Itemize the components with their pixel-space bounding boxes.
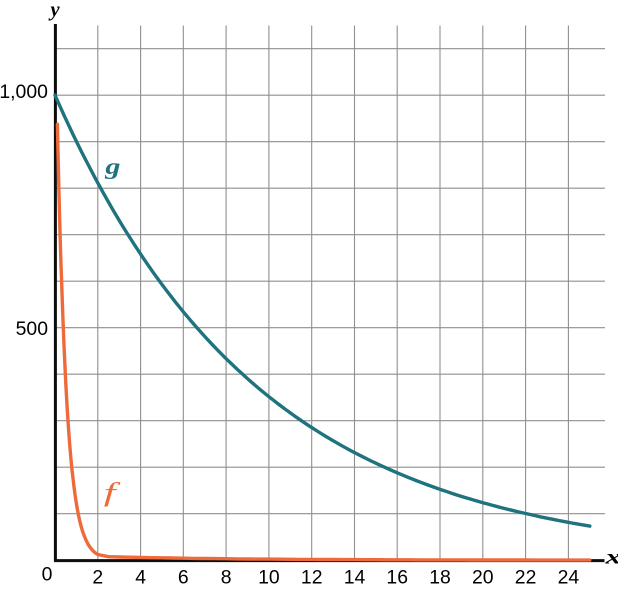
svg-text:12: 12 xyxy=(301,567,323,589)
svg-text:1,000: 1,000 xyxy=(0,81,48,103)
svg-text:10: 10 xyxy=(258,567,280,589)
svg-text:18: 18 xyxy=(429,567,451,589)
svg-text:500: 500 xyxy=(16,318,49,340)
svg-text:16: 16 xyxy=(386,567,408,589)
svg-text:y: y xyxy=(48,0,59,21)
svg-text:4: 4 xyxy=(135,567,146,589)
svg-text:8: 8 xyxy=(221,567,232,589)
svg-text:x: x xyxy=(604,545,618,568)
svg-text:14: 14 xyxy=(344,567,366,589)
svg-text:22: 22 xyxy=(515,567,537,589)
svg-text:20: 20 xyxy=(472,567,494,589)
svg-text:0: 0 xyxy=(42,564,53,586)
svg-text:6: 6 xyxy=(178,567,189,589)
svg-text:2: 2 xyxy=(92,567,103,589)
svg-text:24: 24 xyxy=(558,567,580,589)
svg-text:g: g xyxy=(104,153,120,179)
